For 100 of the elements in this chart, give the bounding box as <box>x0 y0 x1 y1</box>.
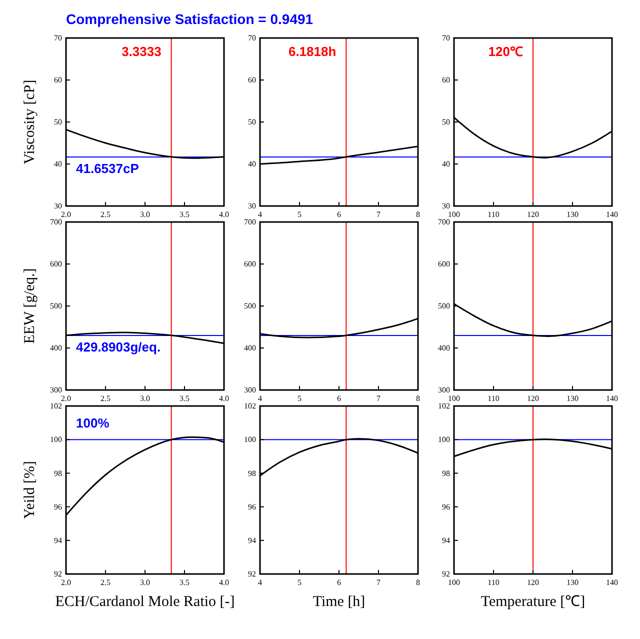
x-tick-label: 3.0 <box>140 210 150 219</box>
y-tick-label: 600 <box>50 260 62 269</box>
x-tick-label: 8 <box>416 210 420 219</box>
y-tick-label: 94 <box>248 536 256 545</box>
ref-line-label: 3.3333 <box>122 44 162 59</box>
x-tick-label: 7 <box>376 394 380 403</box>
y-tick-label: 300 <box>50 386 62 395</box>
y-tick-label: 92 <box>54 570 62 579</box>
y-tick-label: 100 <box>438 435 450 444</box>
y-tick-label: 70 <box>442 34 450 43</box>
x-axis-title: Time [h] <box>312 594 366 610</box>
x-tick-label: 2.0 <box>61 578 71 587</box>
y-tick-label: 500 <box>438 302 450 311</box>
x-tick-label: 5 <box>298 394 302 403</box>
x-tick-label: 4.0 <box>219 210 229 219</box>
x-tick-label: 120 <box>527 210 539 219</box>
x-tick-label: 130 <box>566 210 578 219</box>
x-tick-label: 3.0 <box>140 394 150 403</box>
y-tick-label: 70 <box>54 34 62 43</box>
y-tick-label: 100 <box>50 435 62 444</box>
x-tick-label: 7 <box>376 578 380 587</box>
x-tick-label: 5 <box>298 578 302 587</box>
x-tick-label: 6 <box>337 210 341 219</box>
y-axis-title: Yeild [%] <box>22 460 38 520</box>
x-tick-label: 110 <box>488 394 500 403</box>
y-tick-label: 30 <box>54 202 62 211</box>
y-tick-label: 400 <box>438 344 450 353</box>
x-tick-label: 110 <box>488 578 500 587</box>
x-tick-label: 140 <box>606 394 618 403</box>
x-tick-label: 4 <box>258 210 262 219</box>
x-tick-label: 140 <box>606 578 618 587</box>
y-tick-label: 600 <box>244 260 256 269</box>
ref-line-label: 100% <box>76 416 110 431</box>
y-axis-title: EEW [g/eq.] <box>22 268 38 344</box>
y-axis-title: Viscosity [cP] <box>22 80 38 164</box>
y-tick-label: 30 <box>442 202 450 211</box>
x-tick-label: 130 <box>566 578 578 587</box>
x-tick-label: 6 <box>337 394 341 403</box>
y-tick-label: 96 <box>442 502 450 512</box>
y-tick-label: 94 <box>442 536 450 545</box>
y-tick-label: 400 <box>244 344 256 353</box>
x-tick-label: 3.5 <box>180 578 190 587</box>
x-tick-label: 100 <box>448 578 460 587</box>
y-tick-label: 50 <box>442 118 450 127</box>
y-tick-label: 98 <box>248 468 256 478</box>
y-tick-label: 50 <box>54 118 62 127</box>
y-tick-label: 40 <box>54 160 62 169</box>
y-tick-label: 70 <box>248 34 256 43</box>
y-tick-label: 94 <box>54 536 62 545</box>
y-tick-label: 400 <box>50 344 62 353</box>
ref-line-label: 41.6537cP <box>76 161 140 176</box>
x-tick-label: 4.0 <box>219 394 229 403</box>
x-tick-label: 8 <box>416 578 420 587</box>
x-tick-label: 120 <box>527 394 539 403</box>
ref-line-label: 429.8903g/eq. <box>76 339 161 354</box>
x-tick-label: 2.5 <box>100 578 110 587</box>
ref-line-label: 120℃ <box>488 44 523 59</box>
y-tick-label: 500 <box>244 302 256 311</box>
x-tick-label: 130 <box>566 394 578 403</box>
y-tick-label: 600 <box>438 260 450 269</box>
y-tick-label: 50 <box>248 118 256 127</box>
x-tick-label: 4 <box>258 394 262 403</box>
x-tick-label: 2.5 <box>100 394 110 403</box>
y-tick-label: 102 <box>244 402 256 411</box>
y-tick-label: 92 <box>442 570 450 579</box>
x-axis-title: ECH/Cardanol Mole Ratio [-] <box>55 594 235 610</box>
y-tick-label: 700 <box>244 218 256 227</box>
x-tick-label: 140 <box>606 210 618 219</box>
x-tick-label: 6 <box>337 578 341 587</box>
x-tick-label: 100 <box>448 210 460 219</box>
y-tick-label: 60 <box>442 76 450 85</box>
y-tick-label: 92 <box>248 570 256 579</box>
y-tick-label: 100 <box>244 435 256 444</box>
x-tick-label: 4 <box>258 578 262 587</box>
ref-line-label: 6.1818h <box>288 44 336 59</box>
y-tick-label: 96 <box>248 502 256 512</box>
y-tick-label: 60 <box>54 76 62 85</box>
y-tick-label: 300 <box>438 386 450 395</box>
x-tick-label: 3.5 <box>180 210 190 219</box>
y-tick-label: 700 <box>438 218 450 227</box>
y-tick-label: 300 <box>244 386 256 395</box>
y-tick-label: 40 <box>442 160 450 169</box>
y-tick-label: 60 <box>248 76 256 85</box>
y-tick-label: 700 <box>50 218 62 227</box>
x-tick-label: 3.0 <box>140 578 150 587</box>
y-tick-label: 98 <box>54 468 62 478</box>
x-tick-label: 110 <box>488 210 500 219</box>
y-tick-label: 102 <box>438 402 450 411</box>
x-tick-label: 2.0 <box>61 210 71 219</box>
y-tick-label: 96 <box>54 502 62 512</box>
x-tick-label: 3.5 <box>180 394 190 403</box>
y-tick-label: 40 <box>248 160 256 169</box>
x-axis-title: Temperature [℃] <box>480 594 586 610</box>
x-tick-label: 2.5 <box>100 210 110 219</box>
x-tick-label: 7 <box>376 210 380 219</box>
x-tick-label: 5 <box>298 210 302 219</box>
y-tick-label: 30 <box>248 202 256 211</box>
x-tick-label: 100 <box>448 394 460 403</box>
x-tick-label: 120 <box>527 578 539 587</box>
chart-title: Comprehensive Satisfaction = 0.9491 <box>66 11 314 27</box>
